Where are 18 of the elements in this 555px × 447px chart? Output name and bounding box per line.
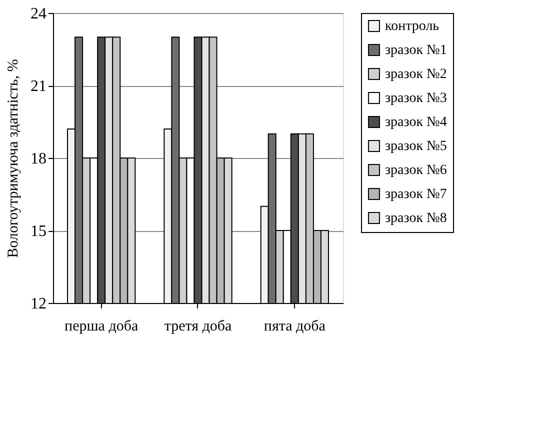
legend-label: зразок №2 (385, 67, 447, 82)
y-tick-label: 18 (30, 150, 46, 168)
x-tick-label: третя доба (164, 318, 232, 334)
y-tick-label: 15 (30, 223, 46, 240)
legend-label: контроль (385, 19, 440, 34)
legend-label: зразок №6 (385, 163, 447, 178)
x-tick-label: перша доба (64, 318, 138, 334)
y-tick-label: 12 (30, 296, 46, 312)
legend-label: зразок №1 (385, 43, 447, 58)
legend-label: зразок №7 (385, 187, 447, 202)
legend-label: зразок №5 (385, 139, 447, 154)
y-tick-label: 21 (30, 78, 46, 95)
x-tick-label: пята доба (264, 318, 326, 334)
y-axis-title: Вологоутримуюча здатність, % (6, 59, 22, 258)
legend-label: зразок №3 (385, 91, 447, 106)
legend-label: зразок №8 (385, 211, 447, 226)
legend-label: зразок №4 (385, 115, 447, 130)
y-tick-label: 24 (30, 6, 46, 22)
